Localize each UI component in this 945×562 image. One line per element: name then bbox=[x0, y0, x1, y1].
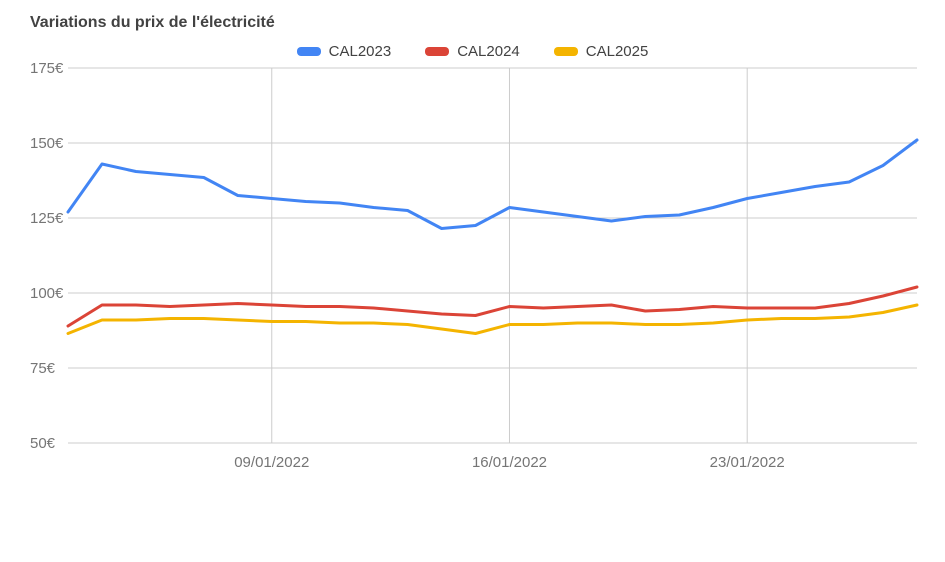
series-line-cal2024[interactable] bbox=[66, 285, 919, 328]
series-line-cal2023[interactable] bbox=[66, 138, 919, 230]
legend-swatch-cal2024 bbox=[425, 47, 450, 56]
series-line-cal2025[interactable] bbox=[66, 303, 919, 335]
x-axis-tick-label: 09/01/2022 bbox=[234, 454, 309, 471]
x-axis-tick-label: 16/01/2022 bbox=[472, 454, 547, 471]
y-axis-tick-label: 75€ bbox=[30, 360, 56, 377]
legend-item-cal2024[interactable]: CAL2024 bbox=[425, 43, 520, 60]
legend-item-cal2025[interactable]: CAL2025 bbox=[553, 43, 649, 60]
legend-swatch-cal2025 bbox=[553, 47, 578, 56]
chart-legend: CAL2023 CAL2024 CAL2025 bbox=[0, 43, 945, 60]
legend-label-cal2025: CAL2025 bbox=[585, 43, 649, 60]
x-axis-tick-label: 23/01/2022 bbox=[710, 454, 785, 471]
y-axis-tick-label: 50€ bbox=[30, 435, 56, 452]
legend-item-cal2023[interactable]: CAL2023 bbox=[296, 43, 392, 60]
y-axis-tick-label: 150€ bbox=[30, 135, 64, 152]
legend-label-cal2023: CAL2023 bbox=[328, 43, 392, 60]
chart-title: Variations du prix de l'électricité bbox=[30, 14, 275, 31]
legend-label-cal2024: CAL2024 bbox=[457, 43, 520, 60]
legend-swatch-cal2023 bbox=[296, 47, 321, 56]
y-axis-tick-label: 125€ bbox=[30, 210, 64, 227]
y-axis-tick-label: 100€ bbox=[30, 285, 64, 302]
y-axis-tick-label: 175€ bbox=[30, 60, 64, 77]
